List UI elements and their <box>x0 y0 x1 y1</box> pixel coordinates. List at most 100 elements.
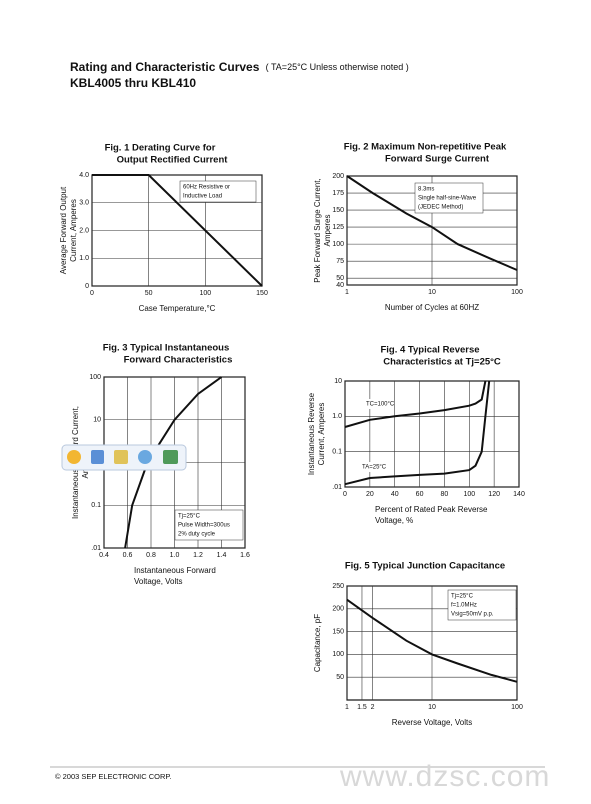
x-tick-label: 120 <box>488 491 500 498</box>
x-tick-label: 1.4 <box>217 552 227 559</box>
chart-title: Fig. 2 Maximum Non-repetitive Peak <box>344 142 507 153</box>
annotation: (JEDEC Method) <box>418 205 463 211</box>
y-tick-label: 2.0 <box>79 227 89 234</box>
data-line <box>344 380 491 486</box>
data-line <box>124 376 223 549</box>
toolbar-icon[interactable] <box>91 450 104 464</box>
chart-title: Fig. 1 Derating Curve for <box>105 143 216 154</box>
annotation: Inductive Load <box>183 194 222 200</box>
x-tick-label: 20 <box>366 491 374 498</box>
x-tick-label: 100 <box>463 491 475 498</box>
annotation: Pulse Width=300us <box>178 523 230 529</box>
chart-title: Forward Characteristics <box>124 355 233 366</box>
x-tick-label: 1 <box>345 289 349 296</box>
toolbar-icon[interactable] <box>67 450 81 464</box>
chart-title: Forward Surge Current <box>385 154 490 165</box>
toolbar-icon[interactable] <box>138 450 152 464</box>
y-axis-label: Current, Amperes <box>69 199 78 262</box>
header-subtitle: KBL4005 thru KBL410 <box>70 76 196 90</box>
annotation: Tj=25°C <box>178 514 201 520</box>
y-tick-label: 150 <box>332 207 344 214</box>
data-line <box>344 380 487 428</box>
y-axis-label: Current, Amperes <box>317 403 326 466</box>
x-tick-label: 1.2 <box>193 552 203 559</box>
toolbar-icon[interactable] <box>114 450 128 464</box>
annotation: 8.3ms <box>418 187 434 193</box>
x-axis-label: Voltage, Volts <box>134 577 182 586</box>
y-tick-label: 0.1 <box>332 449 342 456</box>
footer-text: © 2003 SEP ELECTRONIC CORP. <box>55 772 172 781</box>
y-tick-label: 50 <box>336 275 344 282</box>
y-axis-label: Average Forward Output <box>59 186 68 274</box>
y-tick-label: 0.1 <box>91 502 101 509</box>
header-line: Rating and Characteristic Curves ( TA=25… <box>70 60 409 74</box>
toolbar-overlay <box>61 444 187 471</box>
x-tick-label: 80 <box>441 491 449 498</box>
annotation: Vsig=50mV p.p. <box>451 612 494 618</box>
y-tick-label: 0 <box>85 283 89 290</box>
annotation-box <box>414 182 484 214</box>
chart-title: Characteristics at Tj=25°C <box>383 357 501 368</box>
chart-title: Fig. 5 Typical Junction Capacitance <box>345 561 505 572</box>
annotation-box <box>174 509 244 541</box>
x-axis-label: Number of Cycles at 60HZ <box>385 303 479 312</box>
x-tick-label: 150 <box>256 290 268 297</box>
x-tick-label: 0 <box>90 290 94 297</box>
x-tick-label: 1.0 <box>170 552 180 559</box>
x-tick-label: 60 <box>416 491 424 498</box>
watermark: www.dzsc.com <box>339 760 550 793</box>
y-tick-label: 10 <box>93 417 101 424</box>
x-tick-label: 10 <box>428 289 436 296</box>
y-tick-label: 50 <box>336 674 344 681</box>
annotation: Tj=25°C <box>451 594 474 600</box>
y-tick-label: 100 <box>332 651 344 658</box>
y-axis-label: Instantaneous Reverse <box>307 392 316 475</box>
x-tick-label: 2 <box>371 704 375 711</box>
x-tick-label: 50 <box>145 290 153 297</box>
x-tick-label: 0.4 <box>99 552 109 559</box>
chart-title: Fig. 4 Typical Reverse <box>380 345 479 356</box>
series-label: TC=100°C <box>366 402 395 408</box>
y-tick-label: 250 <box>332 583 344 590</box>
x-axis-label: Percent of Rated Peak Reverse <box>375 505 488 514</box>
x-tick-label: 1 <box>345 704 349 711</box>
y-tick-label: 1.0 <box>332 413 342 420</box>
x-tick-label: 100 <box>511 289 523 296</box>
y-tick-label: 100 <box>332 241 344 248</box>
x-axis-label: Reverse Voltage, Volts <box>392 718 473 727</box>
y-axis-label: Amperes <box>323 214 332 246</box>
y-tick-label: 150 <box>332 628 344 635</box>
x-tick-label: 1.6 <box>240 552 250 559</box>
chart-title: Output Rectified Current <box>117 155 229 166</box>
y-axis-label: Peak Forward Surge Current, <box>313 178 322 283</box>
x-tick-label: 100 <box>511 704 523 711</box>
y-tick-label: 125 <box>332 224 344 231</box>
x-tick-label: 10 <box>428 704 436 711</box>
x-axis-label: Case Temperature,°C <box>139 304 216 313</box>
series-label: TA=25°C <box>362 465 387 471</box>
x-tick-label: 1.5 <box>357 704 367 711</box>
y-tick-label: 100 <box>89 374 101 381</box>
annotation: Single half-sine-Wave <box>418 196 477 202</box>
y-tick-label: 10 <box>334 378 342 385</box>
header-title: Rating and Characteristic Curves <box>70 60 260 74</box>
y-tick-label: 200 <box>332 173 344 180</box>
y-axis-label: Capacitance, pF <box>313 614 322 672</box>
x-tick-label: 100 <box>199 290 211 297</box>
x-tick-label: 40 <box>391 491 399 498</box>
data-line <box>346 175 518 271</box>
y-tick-label: 40 <box>336 282 344 289</box>
y-tick-label: 200 <box>332 606 344 613</box>
y-tick-label: .01 <box>332 484 342 491</box>
x-tick-label: 0.8 <box>146 552 156 559</box>
toolbar-icon[interactable] <box>163 450 178 464</box>
x-tick-label: 0 <box>343 491 347 498</box>
x-tick-label: 0.6 <box>123 552 133 559</box>
series-label-bg <box>360 462 390 472</box>
x-axis-label: Voltage, % <box>375 516 413 525</box>
data-line <box>346 598 518 683</box>
annotation: 60Hz Resistive or <box>183 185 230 191</box>
annotation-box <box>447 589 517 621</box>
